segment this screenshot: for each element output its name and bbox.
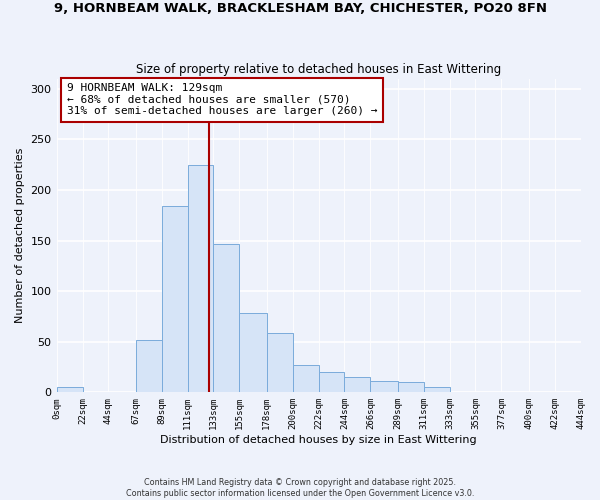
Bar xyxy=(319,372,344,392)
Bar xyxy=(136,340,161,392)
Text: 9, HORNBEAM WALK, BRACKLESHAM BAY, CHICHESTER, PO20 8FN: 9, HORNBEAM WALK, BRACKLESHAM BAY, CHICH… xyxy=(53,2,547,16)
Bar xyxy=(214,244,239,392)
Text: Contains HM Land Registry data © Crown copyright and database right 2025.
Contai: Contains HM Land Registry data © Crown c… xyxy=(126,478,474,498)
Bar xyxy=(161,206,188,392)
Text: 9 HORNBEAM WALK: 129sqm
← 68% of detached houses are smaller (570)
31% of semi-d: 9 HORNBEAM WALK: 129sqm ← 68% of detache… xyxy=(67,84,377,116)
Bar xyxy=(239,314,266,392)
Title: Size of property relative to detached houses in East Wittering: Size of property relative to detached ho… xyxy=(136,63,501,76)
Bar xyxy=(344,377,370,392)
Bar xyxy=(266,332,293,392)
Bar xyxy=(370,381,398,392)
Bar xyxy=(398,382,424,392)
Bar xyxy=(56,388,83,392)
Bar xyxy=(424,388,449,392)
Bar xyxy=(293,365,319,392)
Bar xyxy=(188,164,214,392)
X-axis label: Distribution of detached houses by size in East Wittering: Distribution of detached houses by size … xyxy=(160,435,477,445)
Y-axis label: Number of detached properties: Number of detached properties xyxy=(15,148,25,323)
